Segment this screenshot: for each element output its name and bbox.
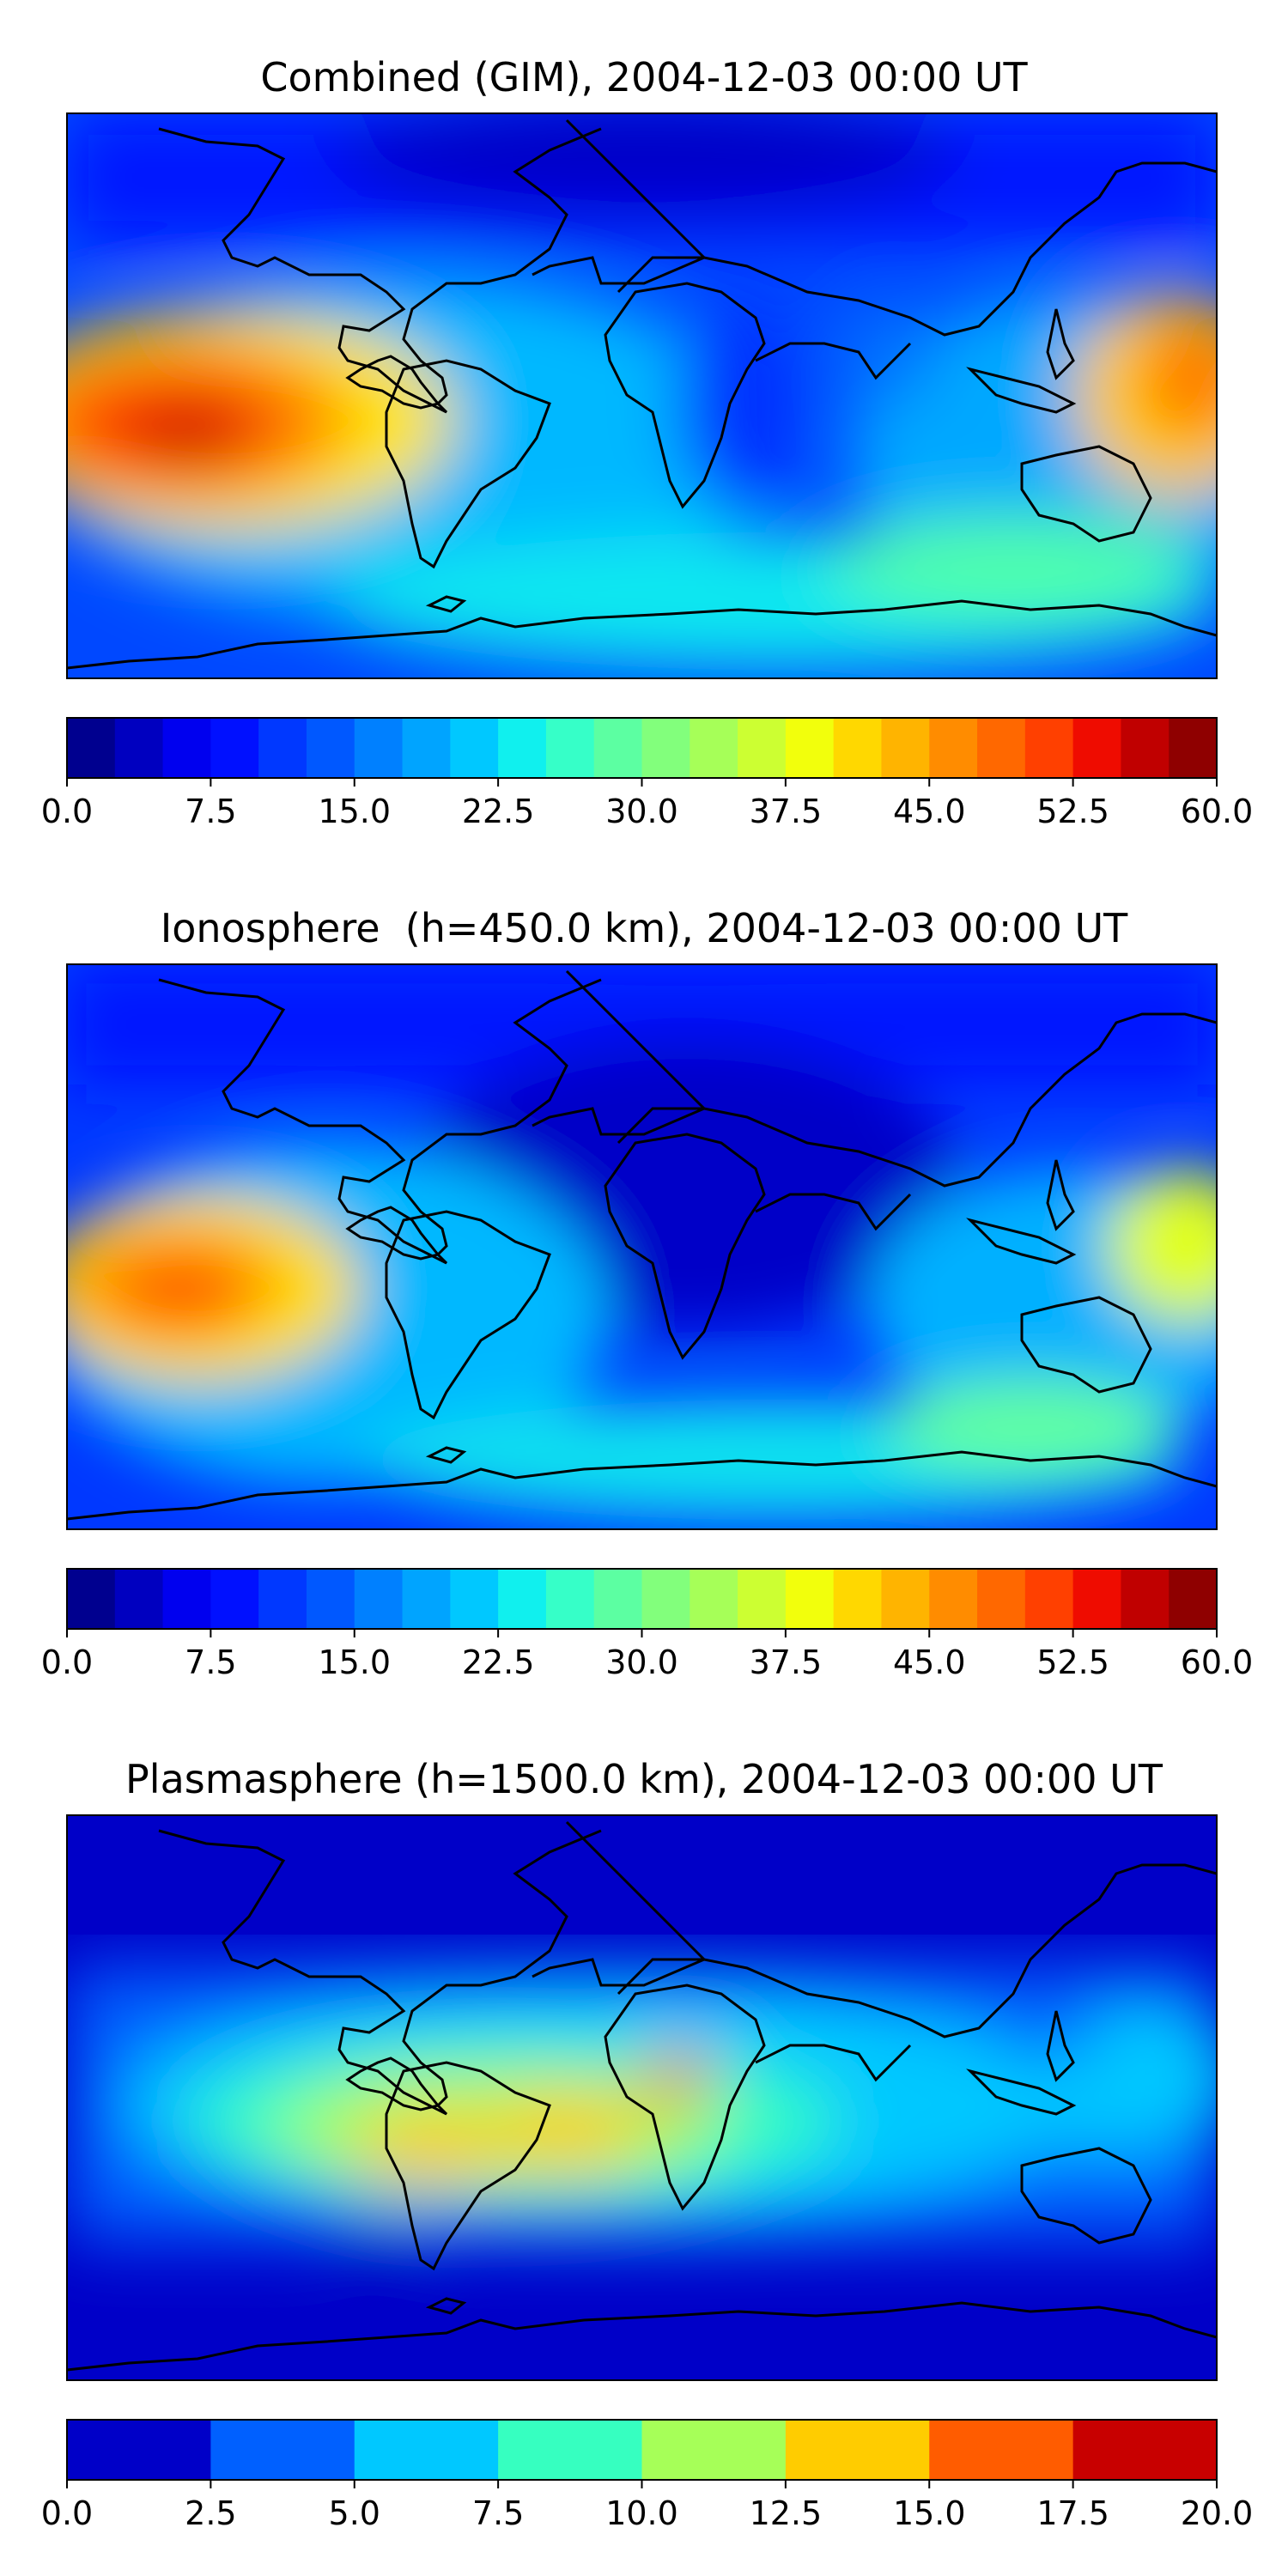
colorbar-tick-label: 45.0 [893, 793, 966, 830]
colorbar-segment [785, 718, 835, 778]
colorbar-segment [67, 1569, 116, 1629]
colorbar-segment [593, 1569, 643, 1629]
colorbar-tick-label: 52.5 [1036, 793, 1109, 830]
colorbar-segment [114, 1569, 164, 1629]
colorbar-segment [1072, 718, 1122, 778]
colorbar-segment [641, 2420, 787, 2480]
colorbar-segment [354, 1569, 404, 1629]
panel-title-ionosphere: Ionosphere (h=450.0 km), 2004-12-03 00:0… [160, 905, 1128, 951]
colorbar-tick-label: 37.5 [750, 1643, 823, 1681]
colorbar-segment [881, 1569, 930, 1629]
colorbar-1: 0.0 7.5 15.0 22.5 30.0 37.5 45.0 52.5 60.0 [41, 1568, 1254, 1681]
colorbar-tick-label: 45.0 [893, 1643, 966, 1681]
colorbar-segment [881, 718, 930, 778]
colorbar-segment [210, 2420, 355, 2480]
colorbar-segment [1169, 1569, 1218, 1629]
colorbar-tick-label: 0.0 [41, 2494, 93, 2532]
map-combined [66, 112, 1218, 679]
colorbar-tick-label: 37.5 [750, 793, 823, 830]
colorbar-tick-label: 22.5 [462, 793, 535, 830]
colorbar-segment [641, 1569, 690, 1629]
colorbar-segment [402, 1569, 451, 1629]
colorbar-tick-label: 0.0 [41, 793, 93, 830]
colorbar-tick-label: 10.0 [605, 2494, 678, 2532]
colorbar-segment [210, 718, 259, 778]
colorbar-segment [354, 718, 404, 778]
colorbar-tick-label: 22.5 [462, 1643, 535, 1681]
colorbar-segment [785, 2420, 930, 2480]
colorbar-segment [977, 1569, 1026, 1629]
colorbar-tick-label: 0.0 [41, 1643, 93, 1681]
colorbar-tick-label: 12.5 [750, 2494, 823, 2532]
colorbar-segment [450, 718, 499, 778]
colorbar-segment [498, 718, 547, 778]
panel-title-plasmasphere: Plasmasphere (h=1500.0 km), 2004-12-03 0… [125, 1756, 1163, 1802]
colorbar-segment [690, 718, 738, 778]
colorbar-tick-label: 60.0 [1181, 1643, 1254, 1681]
colorbar-segment [977, 718, 1026, 778]
colorbar-tick-label: 15.0 [318, 1643, 391, 1681]
colorbar-segment [306, 718, 355, 778]
colorbar-tick-label: 52.5 [1036, 1643, 1109, 1681]
colorbar-segment [67, 718, 116, 778]
colorbar-segment [114, 718, 164, 778]
colorbar-segment [258, 1569, 307, 1629]
colorbar-tick-label: 60.0 [1181, 793, 1254, 830]
colorbar-segment [1121, 1569, 1170, 1629]
colorbar-segment [1121, 718, 1170, 778]
colorbar-segment [258, 718, 307, 778]
colorbar-tick-label: 30.0 [605, 1643, 678, 1681]
colorbar-segment [210, 1569, 259, 1629]
colorbar-tick-label: 15.0 [893, 2494, 966, 2532]
colorbar-segment [785, 1569, 835, 1629]
colorbar-segment [833, 718, 883, 778]
colorbar-segment [545, 718, 595, 778]
colorbar-segment [929, 1569, 978, 1629]
colorbar-segment [929, 2420, 1074, 2480]
colorbar-segment [1072, 1569, 1122, 1629]
colorbar-tick-label: 17.5 [1036, 2494, 1109, 2532]
colorbar-tick-label: 7.5 [472, 2494, 524, 2532]
colorbar-segment [67, 2420, 211, 2480]
colorbar-segment [498, 2420, 643, 2480]
colorbar-segment [402, 718, 451, 778]
colorbar-segment [545, 1569, 595, 1629]
colorbar-segment [738, 1569, 787, 1629]
map-plasmasphere [66, 1814, 1218, 2381]
colorbar-segment [738, 718, 787, 778]
colorbar-0: 0.0 7.5 15.0 22.5 30.0 37.5 45.0 52.5 60.0 [41, 717, 1254, 830]
colorbar-tick-label: 20.0 [1181, 2494, 1254, 2532]
colorbar-segment [498, 1569, 547, 1629]
colorbar-tick-label: 7.5 [185, 793, 236, 830]
colorbar-segment [1024, 1569, 1074, 1629]
colorbar-2: 0.0 2.5 5.0 7.5 10.0 12.5 15.0 17.5 20.0 [41, 2419, 1254, 2532]
colorbar-tick-label: 2.5 [185, 2494, 236, 2532]
colorbar-segment [1169, 718, 1218, 778]
colorbar-segment [593, 718, 643, 778]
colorbar-segment [306, 1569, 355, 1629]
colorbar-tick-label: 15.0 [318, 793, 391, 830]
map-ionosphere [66, 963, 1218, 1530]
colorbar-segment [162, 718, 211, 778]
colorbar-tick-label: 5.0 [329, 2494, 380, 2532]
colorbar-tick-label: 30.0 [605, 793, 678, 830]
colorbar-segment [641, 718, 690, 778]
colorbar-segment [450, 1569, 499, 1629]
colorbar-segment [354, 2420, 499, 2480]
colorbar-segment [162, 1569, 211, 1629]
colorbar-segment [1072, 2420, 1218, 2480]
colorbar-segment [690, 1569, 738, 1629]
colorbar-segment [1024, 718, 1074, 778]
colorbar-segment [833, 1569, 883, 1629]
colorbar-segment [929, 718, 978, 778]
colorbar-tick-label: 7.5 [185, 1643, 236, 1681]
panel-title-combined: Combined (GIM), 2004-12-03 00:00 UT [260, 54, 1028, 100]
